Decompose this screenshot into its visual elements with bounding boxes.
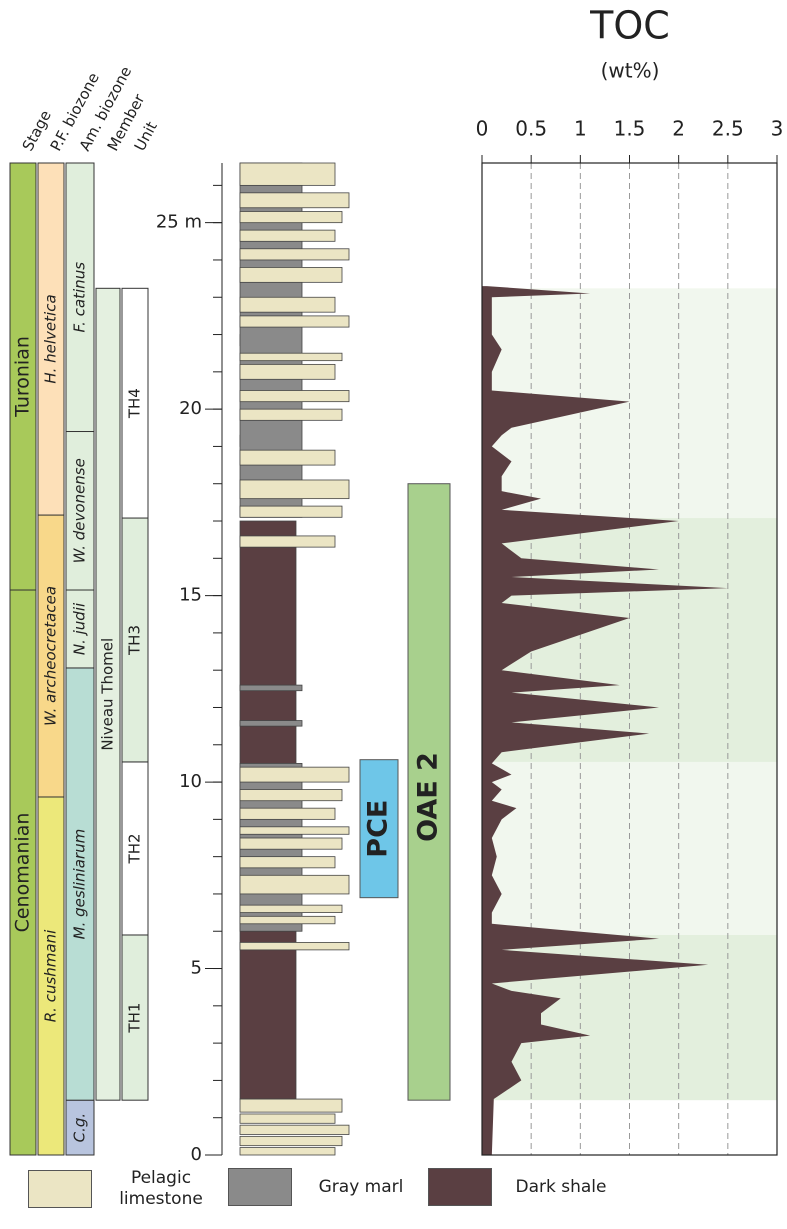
zone-label: Turonian	[12, 336, 34, 418]
zone-label: F. catinus	[71, 262, 89, 333]
y-tick-label: 20	[179, 398, 202, 419]
zone-label: H. helvetica	[42, 294, 60, 383]
zone-label: TH3	[126, 625, 144, 656]
bed	[239, 408, 343, 421]
legend-label: Gray marl	[318, 1176, 404, 1197]
legend-swatch	[28, 1170, 92, 1208]
x-tick-label: 2.5	[712, 117, 744, 141]
bed	[239, 766, 350, 783]
plot-frame	[481, 162, 778, 1156]
bed	[239, 479, 350, 500]
zone-label: Cenomanian	[12, 813, 34, 933]
bed	[239, 1135, 343, 1147]
x-tick-label: 1.5	[614, 117, 646, 141]
zone-label: M. gesliniarum	[71, 829, 89, 940]
zone-label: TH2	[126, 833, 144, 864]
bed	[239, 162, 336, 186]
zone-label: W. archeocretacea	[42, 586, 60, 726]
bed	[239, 211, 343, 224]
bed	[239, 449, 336, 466]
zone	[121, 934, 149, 1101]
bed	[239, 904, 343, 913]
bed	[239, 296, 336, 313]
bed	[239, 390, 350, 403]
event-bar	[359, 759, 399, 899]
zone-label: Niveau Thomel	[99, 638, 117, 751]
legend-label: Dark shale	[515, 1176, 607, 1197]
zone-label: C.g.	[71, 1113, 89, 1143]
toc-area	[482, 286, 728, 1156]
bed	[239, 363, 336, 380]
chart-subtitle: (wt%)	[601, 59, 660, 83]
bed	[239, 229, 336, 242]
zone-label: N. judii	[71, 602, 89, 655]
zone	[121, 761, 149, 936]
zone-label: W. devonense	[71, 458, 89, 563]
bed	[239, 267, 343, 283]
bed	[239, 1098, 343, 1113]
bed	[239, 837, 343, 850]
zone	[9, 589, 37, 1156]
zone	[37, 796, 65, 1156]
y-tick-label: 25 m	[156, 212, 202, 233]
bed	[239, 1113, 336, 1124]
legend-swatch	[228, 1168, 292, 1206]
bed	[239, 915, 336, 925]
legend-swatch	[428, 1168, 492, 1206]
bed	[239, 856, 336, 869]
bed	[239, 505, 343, 518]
bed	[239, 826, 350, 835]
event-label: PCE	[363, 800, 394, 858]
legend-item: Gray marl	[228, 1168, 416, 1206]
zone	[65, 589, 95, 669]
chart-title: TOC	[589, 4, 670, 48]
zone	[121, 287, 149, 519]
bed	[239, 248, 350, 261]
zone-label: TH4	[126, 388, 144, 419]
legend-label: Pelagic limestone	[119, 1168, 203, 1209]
y-tick-label: 0	[191, 1144, 202, 1165]
bed	[239, 1124, 350, 1135]
x-tick-label: 2	[672, 117, 685, 141]
x-tick-label: 0	[476, 117, 489, 141]
x-tick-label: 1	[574, 117, 587, 141]
bed	[239, 315, 350, 328]
x-tick-label: 0.5	[515, 117, 547, 141]
bed	[239, 720, 303, 727]
event-label: OAE 2	[413, 752, 444, 842]
zone-label: TH1	[126, 1003, 144, 1034]
bed	[239, 807, 336, 820]
zone	[9, 162, 37, 591]
zone	[65, 667, 95, 1101]
y-tick-label: 5	[191, 958, 202, 979]
bed	[239, 535, 336, 548]
bed	[239, 352, 343, 362]
x-tick-label: 3	[771, 117, 784, 141]
bed	[239, 789, 343, 802]
zone	[65, 1099, 95, 1156]
legend-item: Dark shale	[428, 1168, 616, 1206]
zone	[95, 287, 121, 1101]
bed	[239, 1147, 336, 1156]
bed	[239, 942, 350, 951]
bed	[239, 874, 350, 895]
event-bar	[407, 483, 451, 1101]
y-tick-label: 15	[179, 585, 202, 606]
legend-item: Pelagic limestone	[28, 1168, 216, 1210]
zone	[37, 514, 65, 798]
bed	[239, 192, 350, 209]
zone	[65, 162, 95, 433]
zone	[37, 162, 65, 516]
zone	[121, 517, 149, 763]
bed	[239, 684, 303, 692]
y-tick-label: 10	[179, 771, 202, 792]
zone-label: R. cushmani	[42, 929, 60, 1022]
